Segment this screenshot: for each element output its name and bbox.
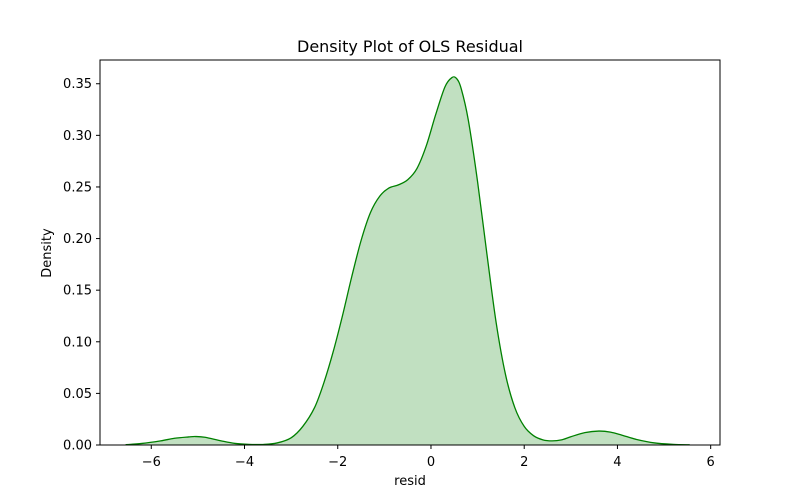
plot-area (125, 76, 690, 446)
x-tick-label: 6 (707, 455, 715, 470)
x-axis: −6 −4 −2 0 2 4 6 (142, 445, 715, 470)
x-tick-label: 4 (613, 455, 621, 470)
y-axis-label: Density (40, 228, 55, 278)
y-tick-label: 0.15 (63, 284, 92, 299)
y-tick-label: 0.30 (63, 129, 92, 144)
x-tick-label: −4 (235, 455, 254, 470)
x-axis-label: resid (394, 474, 426, 489)
y-tick-label: 0.10 (63, 335, 92, 350)
y-tick-label: 0.05 (63, 387, 92, 402)
x-tick-label: −6 (142, 455, 161, 470)
y-tick-label: 0.25 (63, 180, 92, 195)
x-tick-label: 2 (520, 455, 528, 470)
y-tick-label: 0.35 (63, 77, 92, 92)
y-tick-label: 0.00 (63, 439, 92, 454)
density-fill-area (125, 76, 690, 446)
x-tick-label: −2 (328, 455, 347, 470)
plot-frame (99, 59, 721, 446)
y-tick-label: 0.20 (63, 232, 92, 247)
chart-title: Density Plot of OLS Residual (297, 37, 523, 56)
density-curve-line (125, 76, 690, 446)
x-tick-label: 0 (427, 455, 435, 470)
y-axis: 0.00 0.05 0.10 0.15 0.20 0.25 0.30 0.35 (63, 77, 100, 454)
